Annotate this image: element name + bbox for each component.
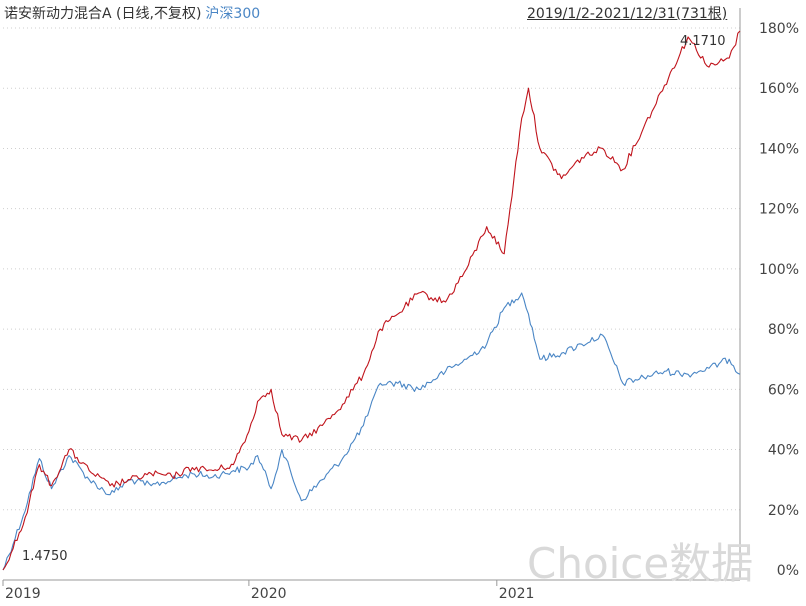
benchmark-legend: 沪深300 <box>205 6 261 22</box>
x-axis: 2019 2020 2021 <box>2 8 741 602</box>
x-tick-label: 2019 <box>5 586 41 602</box>
fund-line <box>2 30 741 571</box>
y-tick-label: 140% <box>759 141 799 157</box>
start-value-label: 1.4750 <box>22 549 68 564</box>
fund-name: 诺安新动力混合A (日线,不复权) <box>4 6 202 22</box>
series-lines <box>2 30 741 571</box>
watermark: Choice数据 <box>527 539 753 588</box>
y-tick-label: 120% <box>759 202 799 218</box>
y-tick-label: 40% <box>768 443 799 459</box>
y-tick-label: 20% <box>768 503 799 519</box>
y-tick-label: 0% <box>777 563 799 579</box>
date-range: 2019/1/2-2021/12/31(731根) <box>527 6 728 22</box>
end-value-label: 4.1710 <box>680 34 726 49</box>
y-axis-ticks: 0% 20% 40% 60% 80% 100% 120% 140% 160% 180% <box>759 21 799 579</box>
y-tick-label: 60% <box>768 382 799 398</box>
x-tick-label: 2021 <box>499 586 535 602</box>
y-tick-label: 180% <box>759 21 799 37</box>
grid-lines <box>3 27 740 511</box>
y-tick-label: 160% <box>759 81 799 97</box>
chart-title: 诺安新动力混合A (日线,不复权) 沪深300 <box>4 3 260 23</box>
y-tick-label: 80% <box>768 322 799 338</box>
x-tick-label: 2020 <box>251 586 287 602</box>
y-tick-label: 100% <box>759 262 799 278</box>
benchmark-line <box>2 292 741 571</box>
